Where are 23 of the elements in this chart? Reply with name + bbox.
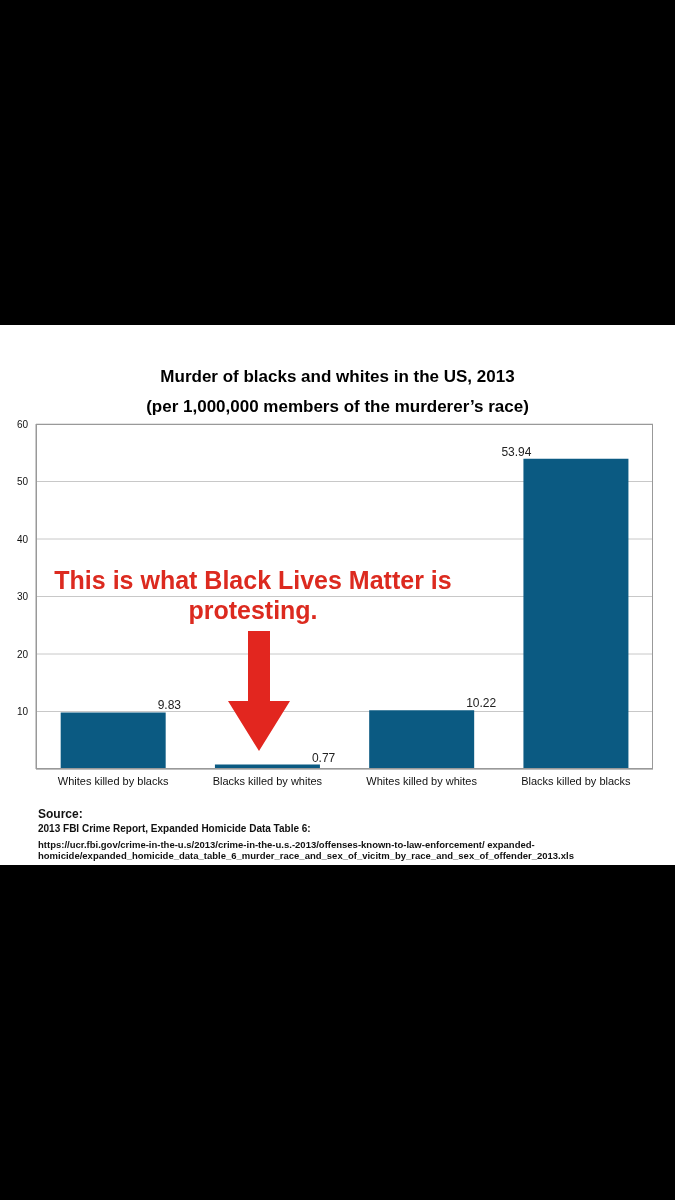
- y-tick-label: 30: [16, 591, 29, 603]
- data-label: 10.22: [466, 696, 497, 711]
- bar: [60, 712, 166, 769]
- y-tick-label: 60: [16, 418, 29, 430]
- source-note: Source:: [38, 807, 84, 821]
- x-tick-label: Blacks killed by whites: [212, 774, 323, 787]
- annotation: This is what Black Lives Matter is protesting.: [54, 566, 452, 624]
- x-tick-label: Whites killed by blacks: [57, 774, 169, 787]
- bar: [523, 458, 629, 769]
- y-tick-label: 10: [16, 706, 29, 718]
- chart-subtitle: (per 1,000,000 members of the murderer’s race): [145, 397, 530, 417]
- x-tick-label: Blacks killed by blacks: [521, 774, 632, 787]
- y-tick-label: 20: [16, 648, 29, 660]
- y-tick-label: 50: [16, 476, 29, 488]
- bar: [369, 710, 475, 769]
- data-label: 53.94: [501, 444, 532, 459]
- y-tick-label: 40: [16, 533, 29, 545]
- data-label: 9.83: [157, 698, 182, 713]
- x-tick-label: Whites killed by whites: [366, 774, 478, 787]
- text: 2013 FBI Crime Report, Expanded Homicide Data Table 6:: [38, 823, 312, 834]
- text: https://ucr.fbi.gov/crime-in-the-u.s/2013/crime-in-the-u.s.-2013/offenses-known-to-law-enforcement/ expanded-homicide/expanded_homicide_data_table_6_murder_race_and_sex_of_vicitm_by_race_and_sex_of_offender_2013.xls: [38, 839, 575, 861]
- chart-title: Murder of blacks and whites in the US, 2013: [159, 367, 516, 387]
- data-label: 0.77: [311, 750, 336, 765]
